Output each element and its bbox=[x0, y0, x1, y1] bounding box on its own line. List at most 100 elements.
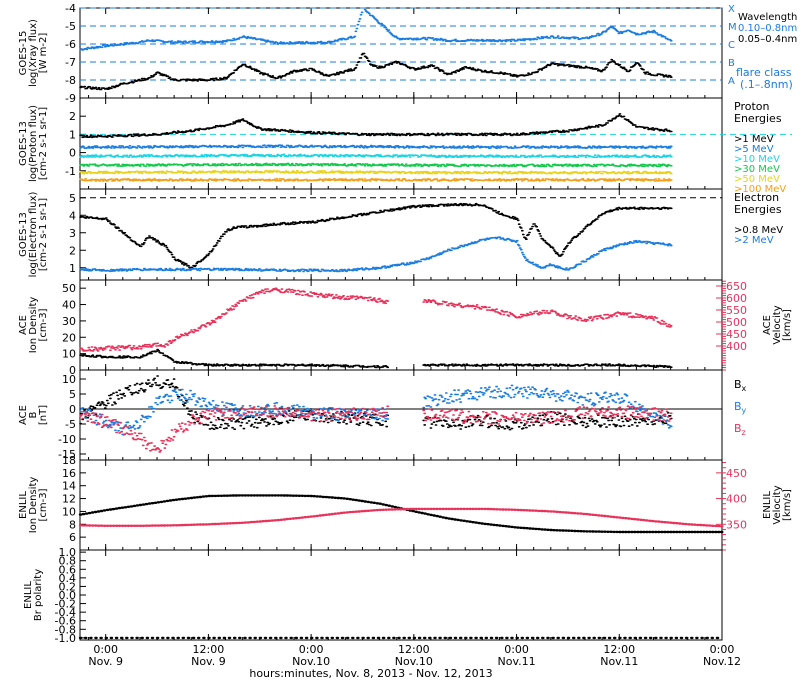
data-points bbox=[79, 287, 673, 352]
y2-tick-label: 450 bbox=[726, 467, 747, 480]
data-points bbox=[79, 162, 673, 168]
y-axis-label-line: Ion Density bbox=[28, 477, 39, 534]
y2-axis-label-line: Velocity bbox=[772, 305, 783, 344]
y2-axis-label-line: ACE bbox=[762, 315, 773, 335]
y-axis-label-line: [nT] bbox=[38, 405, 49, 425]
y-tick-label: 14 bbox=[62, 480, 76, 493]
y-axis-label-line: GOES-13 bbox=[18, 212, 29, 257]
y-tick-label: 0.8 bbox=[59, 555, 77, 568]
flare-class-label: C bbox=[728, 40, 735, 51]
series--100-mev bbox=[79, 178, 673, 182]
y-tick-label: 1 bbox=[69, 262, 76, 275]
legend-item: >100 MeV bbox=[734, 184, 786, 195]
series-ion-density bbox=[78, 494, 724, 534]
legend-item: 0.05–0.4nm bbox=[738, 34, 797, 45]
y-tick-label: 1 bbox=[69, 128, 76, 141]
y2-tick-label: 400 bbox=[726, 493, 747, 506]
data-points bbox=[79, 153, 673, 159]
y-axis-label: GOES-15log(Xray flux)[W m-2] bbox=[18, 19, 49, 87]
x-axis-label: hours:minutes, Nov. 8, 2013 - Nov. 12, 2… bbox=[249, 667, 492, 680]
series-velocity bbox=[78, 507, 724, 528]
data-points bbox=[79, 348, 673, 369]
y-axis-label-line: Br polarity bbox=[33, 569, 44, 621]
panel-frame bbox=[79, 97, 723, 190]
panel-frame bbox=[79, 7, 723, 99]
legend-item: >50 MeV bbox=[734, 174, 780, 185]
data-points bbox=[79, 404, 673, 453]
panel-goes-electron: 1 2 3 4 5 GOES-13log(Electron flux)[cm-2 s-1 … bbox=[18, 188, 783, 281]
y-axis-label-line: [W m-2] bbox=[38, 33, 49, 74]
legend-item: >5 MeV bbox=[734, 144, 774, 155]
y-axis-label-line: ENLIL bbox=[23, 581, 34, 609]
x-tick-date: Nov.11 bbox=[498, 655, 536, 668]
y-tick-label: -0.8 bbox=[55, 623, 76, 636]
x-tick-label: 0:00 bbox=[299, 643, 324, 656]
y-tick-label: -4 bbox=[65, 2, 76, 15]
y-tick-label: 0.0 bbox=[59, 589, 77, 602]
panel-goes-proton: -1 0 1 2 GOES-13log(Proton flux)[cm-2 s-1 sr… bbox=[18, 97, 792, 195]
y-tick-label: -8 bbox=[65, 74, 76, 87]
panel-frame bbox=[79, 279, 723, 371]
y-tick-label: 3 bbox=[69, 227, 76, 240]
series--1-mev bbox=[79, 113, 673, 139]
y2-axis-label: ACEVelocity[km/s] bbox=[762, 305, 793, 344]
legend-title: Energies bbox=[734, 203, 782, 216]
y2-axis-label-line: [km/s] bbox=[782, 309, 793, 341]
legend-item: Bx bbox=[734, 378, 747, 393]
legend-item: 0.10–0.8nm bbox=[738, 23, 797, 34]
x-tick-date: Nov. 9 bbox=[88, 655, 123, 668]
series-velocity bbox=[79, 287, 673, 352]
y-tick-label: 12 bbox=[62, 493, 76, 506]
legend-subscript: x bbox=[742, 384, 747, 393]
y-tick-label: 0.6 bbox=[59, 563, 77, 576]
y-tick-label: 50 bbox=[62, 282, 76, 295]
y-axis-label: GOES-13log(Electron flux)[cm-2 s-1 sr-1] bbox=[18, 192, 49, 278]
series--10-mev bbox=[79, 153, 673, 159]
y-axis-label: ENLILIon Density[cm-3] bbox=[18, 477, 49, 534]
y-axis-label-line: GOES-15 bbox=[18, 31, 29, 76]
y-tick-label: 5 bbox=[69, 388, 76, 401]
x-tick-label: 0:00 bbox=[504, 643, 529, 656]
y2-tick-label: 400 bbox=[726, 340, 747, 353]
x-tick-date: Nov.10 bbox=[395, 655, 433, 668]
y-tick-label: -6 bbox=[65, 38, 76, 51]
series-ion-density bbox=[79, 348, 673, 369]
y-axis-label-line: B bbox=[28, 411, 39, 418]
y-tick-label: -0.2 bbox=[55, 598, 76, 611]
y-tick-label: 4 bbox=[69, 209, 76, 222]
y-tick-label: 20 bbox=[62, 331, 76, 344]
legend-item: >10 MeV bbox=[734, 154, 780, 165]
flare-class-label: B bbox=[728, 58, 735, 69]
legend-item: By bbox=[734, 400, 747, 415]
y-axis-label-line: GOES-13 bbox=[18, 121, 29, 166]
data-points bbox=[79, 113, 673, 139]
panel-frame bbox=[79, 549, 723, 641]
y-tick-label: 0 bbox=[69, 364, 76, 377]
x-tick-label: 0:00 bbox=[710, 643, 735, 656]
flare-class-title: flare class bbox=[736, 66, 792, 79]
x-tick-date: Nov.11 bbox=[600, 655, 638, 668]
legend-item: >2 MeV bbox=[734, 235, 774, 246]
y-tick-label: -1 bbox=[65, 165, 76, 178]
legend-subscript: z bbox=[742, 428, 746, 437]
legend-item: >30 MeV bbox=[734, 164, 780, 175]
y-tick-label: 16 bbox=[62, 467, 76, 480]
legend-subscript: y bbox=[742, 406, 747, 415]
panel-frame bbox=[79, 459, 723, 551]
y-tick-label: -7 bbox=[65, 56, 76, 69]
series--50-mev bbox=[79, 170, 673, 175]
y-axis-label: GOES-13log(Proton flux)[cm-2 s-1 sr-1] bbox=[18, 105, 49, 182]
y2-axis-label-line: Velocity bbox=[772, 485, 783, 524]
series-0-05-0-4nm bbox=[79, 52, 673, 91]
flare-class-label: A bbox=[728, 76, 735, 87]
y-tick-label: 0 bbox=[69, 147, 76, 160]
y-tick-label: -0.4 bbox=[55, 606, 76, 619]
y-tick-label: -10 bbox=[58, 433, 76, 446]
data-points bbox=[79, 202, 673, 269]
x-tick-label: 0:00 bbox=[93, 643, 118, 656]
y2-axis-label-line: ENLIL bbox=[762, 491, 773, 519]
